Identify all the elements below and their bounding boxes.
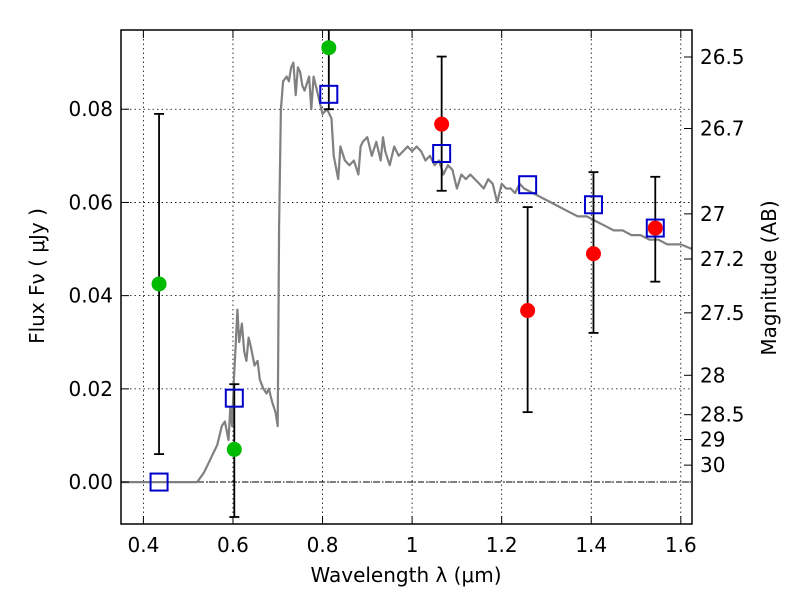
y2-tick-label: 27.5	[700, 301, 745, 325]
tick-marks	[121, 30, 692, 524]
y-tick-label: 0.04	[68, 284, 113, 308]
y2-tick-label: 28.5	[700, 403, 745, 427]
y2-tick-label: 26.5	[700, 45, 745, 69]
y2-tick-label: 30	[700, 453, 725, 477]
grid-lines	[121, 30, 692, 524]
x-tick-label: 1.2	[486, 533, 518, 557]
x-tick-label: 1.4	[575, 533, 607, 557]
y2-axis-title: Magnitude (AB)	[757, 200, 781, 355]
y2-tick-label: 29	[700, 428, 725, 452]
blue-square-marker	[518, 175, 538, 195]
y-tick-label: 0.00	[68, 470, 113, 494]
y-axis-title: Flux Fν ( μJy )	[25, 208, 49, 344]
x-tick-label: 1.6	[665, 533, 697, 557]
red-point-marker	[585, 246, 601, 262]
x-tick-label: 0.4	[127, 533, 159, 557]
y-tick-label: 0.08	[68, 97, 113, 121]
blue-square-marker	[583, 195, 603, 215]
y-tick-label: 0.06	[68, 190, 113, 214]
y-tick-label: 0.02	[68, 377, 113, 401]
y2-tick-label: 28	[700, 363, 725, 387]
blue-square-marker	[319, 84, 339, 104]
red-point-marker	[520, 303, 536, 319]
y-tick-labels: 0.00 0.02 0.04 0.06 0.08	[68, 97, 113, 494]
y2-tick-label: 27	[700, 202, 725, 226]
green-point-marker	[226, 441, 242, 457]
y2-tick-label: 26.7	[700, 117, 745, 141]
blue-square-marker	[645, 218, 665, 238]
x-axis-title: Wavelength λ (μm)	[310, 563, 501, 587]
blue-square-marker	[432, 144, 452, 163]
x-tick-labels: 0.4 0.6 0.8 1 1.2 1.4 1.6	[127, 533, 696, 557]
model-spectrum-line	[121, 61, 693, 484]
x-tick-label: 0.6	[217, 533, 249, 557]
marker-layer	[149, 40, 665, 492]
green-point-marker	[151, 276, 167, 292]
y2-tick-label: 27.2	[700, 247, 745, 271]
red-point-marker	[434, 116, 450, 132]
x-tick-label: 1	[406, 533, 419, 557]
green-point-marker	[321, 40, 337, 56]
blue-square-marker	[224, 388, 244, 408]
x-tick-label: 0.8	[307, 533, 339, 557]
blue-square-marker	[149, 472, 169, 492]
plot-frame	[120, 29, 693, 525]
red-point-marker	[647, 220, 663, 236]
model-spectrum-layer	[121, 61, 693, 484]
